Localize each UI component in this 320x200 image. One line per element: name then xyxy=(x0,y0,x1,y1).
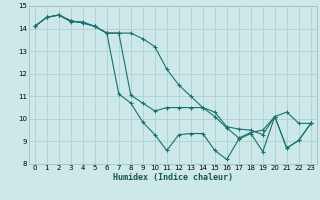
X-axis label: Humidex (Indice chaleur): Humidex (Indice chaleur) xyxy=(113,173,233,182)
